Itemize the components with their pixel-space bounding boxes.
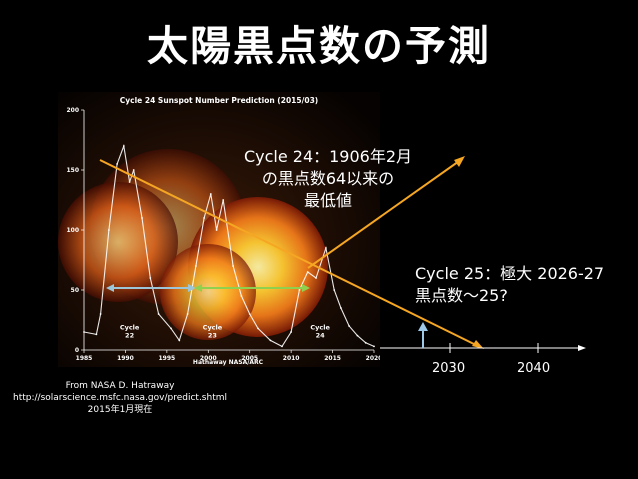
sunspot-data-point: [240, 295, 243, 297]
slide-title: 太陽黒点数の予測: [147, 22, 491, 70]
sunspot-data-point: [157, 313, 160, 315]
sunspot-data-point: [215, 229, 218, 231]
sunspot-data-point: [116, 163, 118, 165]
extended-timeline-arrowhead: [578, 345, 586, 351]
sunspot-data-point: [170, 327, 172, 330]
sunspot-data-point: [356, 334, 359, 337]
y-tick-label: 50: [71, 287, 79, 294]
sunspot-data-point: [257, 327, 259, 330]
y-tick-label: 100: [66, 227, 79, 234]
sunspot-data-point: [298, 289, 301, 291]
sunspot-data-point: [203, 217, 206, 219]
x-tick-label: 1985: [76, 355, 93, 362]
sunspot-data-point: [132, 169, 135, 171]
y-tick-label: 200: [66, 107, 79, 114]
sunspot-data-point: [315, 277, 317, 279]
sunspot-data-point: [186, 313, 189, 315]
extended-tick-2040: 2040: [517, 361, 551, 376]
sunspot-data-point: [95, 333, 98, 336]
cycle25-annotation-line1: Cycle 25：極大 2026-27: [415, 264, 605, 283]
cycle-label-part: 23: [208, 332, 217, 340]
chart-title: Cycle 24 Sunspot Number Prediction (2015…: [120, 96, 318, 105]
cycle25-orange-arrowhead: [454, 156, 465, 167]
extended-tick-2030: 2030: [432, 361, 466, 376]
cycle25-peak-marker-head: [418, 322, 428, 331]
cycle24-orange-arrowhead: [472, 340, 484, 349]
sunspot-data-point: [122, 145, 125, 147]
cycle-label-part: Cycle: [120, 324, 140, 332]
y-tick-label: 0: [75, 347, 79, 354]
sunspot-data-point: [141, 217, 143, 219]
sunspot-data-point: [83, 331, 85, 333]
cycle25-annotation: Cycle 25：極大 2026-27 黒点数～25?: [415, 263, 638, 307]
sunspot-data-point: [232, 265, 235, 267]
sunspot-data-point: [290, 331, 292, 333]
cycle-label-part: Cycle: [310, 324, 330, 332]
sunspot-data-point: [325, 247, 327, 249]
sunspot-data-point: [108, 229, 110, 231]
x-tick-label: 2015: [324, 355, 341, 362]
credit-link[interactable]: http://solarscience.msfc.nasa.gov/predic…: [13, 393, 227, 403]
x-tick-label: 2010: [283, 355, 300, 362]
sunspot-data-point: [340, 307, 342, 309]
cycle-label-part: Cycle: [203, 324, 223, 332]
sunspot-data-point: [248, 313, 251, 315]
sunspot-data-point: [333, 289, 336, 291]
y-tick-label: 150: [66, 167, 79, 174]
x-tick-label: 2000: [200, 355, 217, 362]
sunspot-data-point: [373, 345, 375, 348]
sunspot-data-point: [348, 325, 350, 327]
cycle25-annotation-line2: 黒点数～25?: [415, 286, 508, 305]
source-credit: From NASA D. Hatraway http://solarscienc…: [0, 380, 240, 416]
sunspot-data-point: [128, 181, 131, 183]
cycle24-annotation-line3: 最低値: [303, 191, 352, 210]
credit-line1: From NASA D. Hatraway: [65, 381, 175, 391]
cycle-label-part: 24: [316, 332, 326, 340]
sunspot-data-point: [269, 339, 272, 342]
sunspot-data-point: [178, 339, 181, 342]
cycle-label-part: 22: [125, 332, 134, 340]
sunspot-data-point: [99, 313, 102, 315]
sunspot-data-point: [281, 345, 283, 348]
sunspot-data-point: [209, 193, 212, 195]
sunspot-data-point: [364, 341, 367, 344]
x-tick-label: 1995: [159, 355, 176, 362]
chart-footer: Hathaway NASA/ARC: [193, 359, 264, 366]
x-tick-label: 1990: [117, 355, 134, 362]
x-tick-label: 2005: [241, 355, 258, 362]
sun-image-left: [58, 182, 178, 302]
cycle24-annotation-line1: Cycle 24：1906年2月: [243, 147, 413, 166]
cycle24-annotation: Cycle 24：1906年2月 の黒点数64以来の 最低値: [222, 146, 434, 212]
sunspot-data-point: [306, 271, 309, 273]
sunspot-data-point: [195, 265, 197, 267]
credit-date: 2015年1月現在: [87, 405, 153, 415]
sunspot-data-point: [149, 277, 152, 279]
cycle24-annotation-line2: の黒点数64以来の: [261, 169, 395, 188]
